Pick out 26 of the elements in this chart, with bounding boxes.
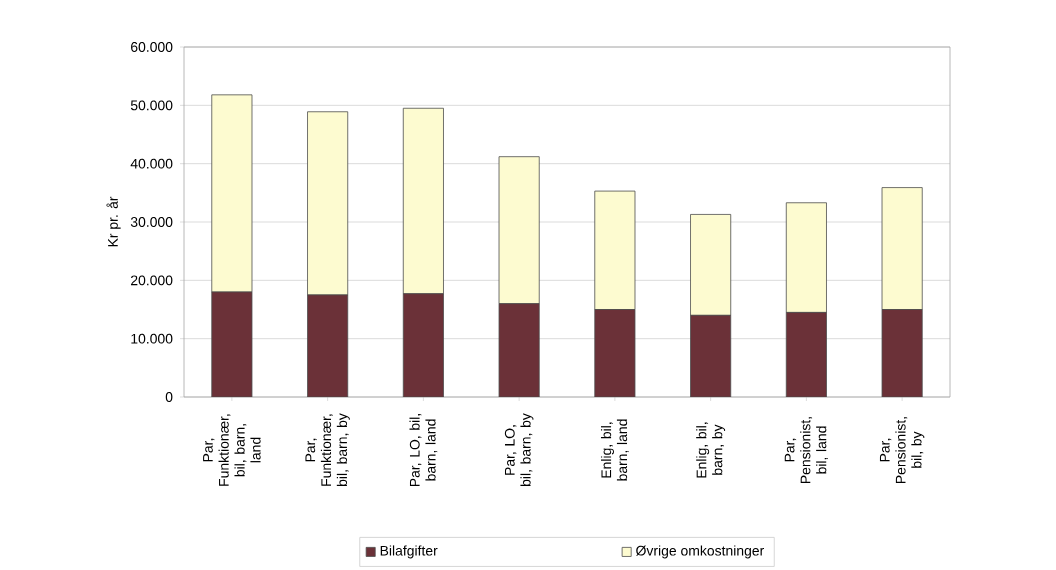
x-tick-label: Par, LO, bil, barn, land <box>409 414 438 487</box>
bar <box>307 294 349 397</box>
bar <box>881 309 923 397</box>
y-tick-label: 0 <box>165 392 173 402</box>
y-tick-label: 60.000 <box>131 42 173 52</box>
y-tick-label: 20.000 <box>131 275 173 286</box>
bar <box>594 309 636 397</box>
bar <box>498 303 540 397</box>
bar <box>690 314 732 397</box>
legend-label: Bilafgifter <box>380 545 438 559</box>
y-tick-label: 40.000 <box>130 158 173 169</box>
bar <box>211 291 253 397</box>
x-tick-label: Par, Funktionær, bil, barn, land <box>203 414 261 486</box>
x-tick-label: Par, Pensionist, bil, by <box>879 417 925 483</box>
legend-label: Øvrige omkostninger <box>636 545 764 559</box>
y-tick-label: 10.000 <box>131 333 173 344</box>
x-tick-label: Par, Funktionær, bil, barn, by <box>305 413 350 486</box>
y-axis-title: Kr pr. år <box>106 196 121 247</box>
y-tick-label: 50.000 <box>130 100 173 111</box>
x-tick-label: Par, LO, bil, barn, by <box>504 413 534 486</box>
bar <box>402 293 444 397</box>
y-tick-label: 30.000 <box>130 217 173 227</box>
x-tick-label: Par, Pensionist, bil, land <box>784 417 829 483</box>
bar <box>785 312 827 397</box>
x-tick-label: Enlig, bil, barn, land <box>600 419 629 481</box>
x-tick-label: Enlig, bil, barn, by <box>696 422 726 478</box>
